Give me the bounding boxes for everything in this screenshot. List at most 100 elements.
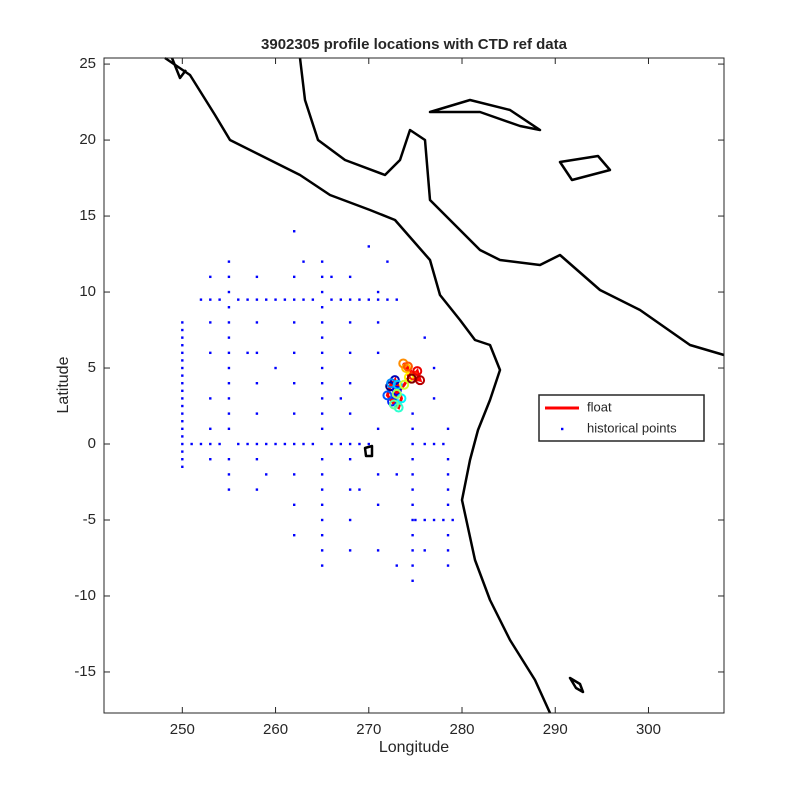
y-tick-label: 20 bbox=[79, 131, 96, 148]
historical-point bbox=[320, 290, 324, 294]
historical-point bbox=[423, 518, 426, 522]
historical-point bbox=[311, 442, 315, 446]
historical-point bbox=[265, 442, 268, 446]
cuba bbox=[428, 98, 542, 132]
historical-point bbox=[320, 336, 324, 339]
historical-point bbox=[181, 336, 184, 339]
historical-point bbox=[237, 298, 240, 301]
historical-point bbox=[227, 321, 231, 324]
historical-point bbox=[376, 298, 380, 301]
historical-point bbox=[181, 328, 184, 332]
historical-point bbox=[292, 321, 296, 324]
historical-point bbox=[432, 518, 436, 522]
x-tick-label: 260 bbox=[263, 721, 288, 738]
historical-point bbox=[376, 290, 380, 294]
historical-point bbox=[181, 427, 184, 431]
historical-point bbox=[432, 397, 436, 400]
historical-point bbox=[446, 458, 450, 461]
legend-label: float bbox=[587, 399, 612, 414]
historical-point bbox=[320, 564, 324, 567]
historical-point bbox=[446, 427, 450, 431]
historical-point bbox=[446, 503, 450, 506]
historical-point bbox=[181, 366, 184, 370]
historical-point bbox=[358, 298, 361, 301]
historical-point bbox=[181, 458, 184, 461]
historical-point bbox=[432, 442, 436, 446]
float-profile bbox=[412, 366, 423, 377]
historical-point bbox=[320, 321, 324, 324]
historical-point bbox=[292, 473, 296, 476]
historical-point bbox=[376, 351, 380, 355]
historical-point bbox=[330, 275, 333, 279]
historical-point bbox=[348, 488, 352, 491]
historical-point bbox=[274, 366, 277, 370]
axes-box bbox=[103, 57, 725, 714]
historical-point bbox=[283, 442, 287, 446]
historical-point bbox=[181, 442, 184, 446]
historical-point bbox=[237, 442, 240, 446]
historical-point bbox=[339, 442, 343, 446]
historical-point bbox=[320, 260, 324, 263]
x-tick-label: 300 bbox=[636, 721, 661, 738]
historical-point bbox=[246, 298, 249, 301]
historical-point bbox=[411, 549, 414, 552]
historical-point bbox=[227, 382, 231, 385]
historical-point bbox=[209, 351, 212, 355]
historical-point bbox=[209, 275, 212, 279]
historical-point bbox=[423, 442, 426, 446]
historical-point bbox=[292, 351, 296, 355]
historical-point bbox=[376, 321, 380, 324]
historical-point bbox=[227, 458, 231, 461]
historical-point bbox=[446, 564, 450, 567]
historical-point bbox=[227, 290, 231, 294]
island bbox=[568, 676, 585, 694]
historical-point bbox=[199, 298, 203, 301]
historical-point bbox=[358, 488, 361, 491]
float-profile bbox=[386, 378, 397, 389]
historical-point bbox=[292, 442, 296, 446]
historical-point bbox=[411, 442, 414, 446]
historical-point bbox=[339, 397, 343, 400]
historical-point bbox=[265, 298, 268, 301]
coastlines bbox=[164, 56, 725, 714]
historical-point bbox=[302, 260, 305, 263]
historical-point bbox=[292, 503, 296, 506]
historical-point bbox=[181, 397, 184, 400]
historical-point bbox=[432, 366, 436, 370]
historical-point bbox=[320, 518, 324, 522]
historical-point bbox=[292, 412, 296, 415]
float-profile bbox=[382, 390, 393, 401]
historical-point bbox=[181, 404, 184, 408]
historical-point bbox=[386, 298, 389, 301]
historical-point bbox=[348, 321, 352, 324]
historical-point bbox=[442, 518, 445, 522]
legend-box bbox=[538, 394, 705, 442]
historical-point bbox=[227, 397, 231, 400]
historical-point bbox=[330, 298, 333, 301]
historical-point bbox=[386, 260, 389, 263]
historical-point bbox=[320, 533, 324, 537]
y-tick-label: 5 bbox=[88, 359, 96, 376]
historical-point bbox=[446, 549, 450, 552]
baja bbox=[170, 57, 187, 80]
gulf-coast bbox=[298, 57, 725, 357]
historical-point bbox=[451, 518, 454, 522]
historical-point bbox=[348, 442, 352, 446]
historical-point bbox=[320, 412, 324, 415]
y-tick-label: -15 bbox=[74, 663, 96, 680]
historical-point bbox=[246, 442, 249, 446]
historical-point bbox=[274, 442, 277, 446]
historical-point bbox=[181, 450, 184, 453]
historical-point bbox=[411, 427, 414, 431]
historical-point bbox=[320, 473, 324, 476]
historical-point bbox=[255, 298, 259, 301]
historical-point bbox=[292, 382, 296, 385]
galapagos bbox=[363, 444, 374, 458]
historical-point bbox=[423, 549, 426, 552]
historical-point bbox=[411, 412, 414, 415]
hispaniola bbox=[558, 154, 612, 182]
historical-point bbox=[411, 579, 414, 582]
historical-point bbox=[218, 442, 221, 446]
historical-point bbox=[255, 412, 259, 415]
historical-point bbox=[227, 488, 231, 491]
